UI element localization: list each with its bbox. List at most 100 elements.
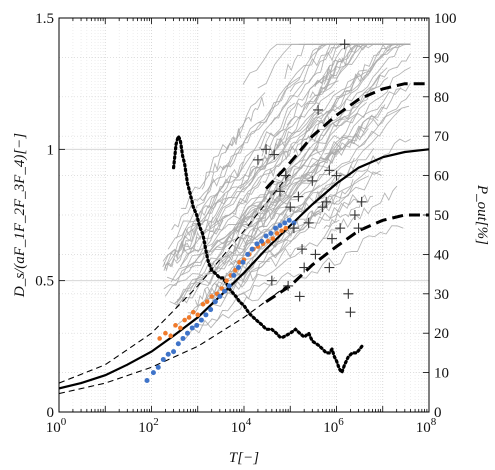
trajectory-line <box>275 105 410 216</box>
orange-point <box>190 309 196 315</box>
blue-point <box>240 259 246 265</box>
orange-point <box>195 312 201 318</box>
trajectory-line <box>270 198 359 259</box>
plus-marker <box>303 217 314 228</box>
series-P_out <box>172 131 365 377</box>
trajectory-line <box>266 75 381 186</box>
y-tick-label-left: 0 <box>47 405 55 421</box>
series-lower-envelope <box>265 213 429 303</box>
plus-marker <box>293 191 304 202</box>
plus-marker <box>299 262 310 273</box>
blue-point <box>273 225 279 231</box>
trajectory-line <box>166 216 214 268</box>
trajectory-line <box>174 217 266 304</box>
trajectory-line <box>300 225 404 279</box>
blue-point <box>245 251 251 257</box>
y-axis-title-right: P_out[%] <box>474 184 490 245</box>
plus-marker <box>343 288 354 299</box>
trajectory-line <box>163 217 224 271</box>
orange-point <box>274 231 280 236</box>
y-tick-label-left: 1 <box>47 142 55 158</box>
blue-point <box>198 317 204 323</box>
blue-point <box>175 341 181 347</box>
y-tick-label-right: 40 <box>434 247 449 263</box>
trajectory-line <box>164 193 226 269</box>
trajectory-line <box>175 241 289 327</box>
y-tick-label-right: 100 <box>434 11 457 27</box>
trajectory-line <box>192 272 300 334</box>
plus-marker <box>252 154 263 165</box>
trajectory-line <box>239 67 388 225</box>
orange-point <box>270 236 276 241</box>
blue-point <box>194 322 200 328</box>
trajectory-line <box>327 93 411 164</box>
blue-point <box>203 312 209 318</box>
y-tick-label-right: 20 <box>434 326 449 342</box>
trajectory-line <box>180 170 288 268</box>
plus-marker <box>335 223 346 234</box>
trajectory-line <box>258 64 331 153</box>
trajectory-line <box>262 114 379 207</box>
trajectory-line <box>194 227 262 281</box>
y-tick-label-right: 50 <box>434 208 449 224</box>
trajectory-line <box>245 147 342 230</box>
orange-point <box>168 333 173 339</box>
trajectory-line <box>166 145 319 281</box>
series-fit-lower-band <box>59 282 291 395</box>
orange-point <box>204 299 210 304</box>
plus-marker <box>280 170 291 181</box>
trajectory-line <box>171 161 231 231</box>
plus-marker <box>317 202 328 213</box>
trajectory-line <box>201 128 242 190</box>
blue-point <box>263 233 269 239</box>
plus-marker <box>294 291 305 302</box>
y-tick-label-right: 60 <box>434 169 449 185</box>
trajectory-line <box>291 165 355 218</box>
plus-marker <box>324 262 335 273</box>
trajectory-line <box>294 87 402 180</box>
blue-point <box>144 377 150 383</box>
trajectory-line <box>213 69 368 224</box>
blue-point <box>212 299 218 305</box>
plus-marker <box>349 210 360 220</box>
orange-point <box>209 294 214 299</box>
trajectory-line <box>252 108 401 230</box>
blue-point <box>150 370 156 376</box>
y-tick-label-left: 0.5 <box>35 274 54 290</box>
trajectory-line <box>194 263 240 308</box>
blue-point <box>254 241 260 247</box>
y-tick-label-left: 1.5 <box>35 11 54 27</box>
y-tick-label-right: 30 <box>434 287 449 303</box>
plus-marker <box>285 202 296 213</box>
plus-marker <box>324 165 335 176</box>
trajectory-line <box>180 92 266 209</box>
orange-point <box>279 228 284 234</box>
blue-point <box>171 349 177 355</box>
x-tick-label: 102 <box>138 416 159 436</box>
orange-point <box>224 278 229 283</box>
plus-marker <box>310 249 321 260</box>
trajectory-line <box>239 126 290 190</box>
blue-point <box>217 293 223 299</box>
x-tick-label: 100 <box>46 416 67 436</box>
x-tick-label: 106 <box>323 416 344 436</box>
series-fit-upper-band <box>59 172 291 384</box>
blue-point <box>155 364 161 370</box>
trajectory-line <box>200 80 339 238</box>
x-axis-title: T[−] <box>229 450 259 466</box>
trajectory-line <box>199 122 262 202</box>
blue-point <box>180 335 186 341</box>
trajectory-line <box>176 111 324 262</box>
trajectory-line <box>180 79 306 245</box>
blue-point <box>282 220 288 226</box>
trajectory-line <box>225 171 382 281</box>
trajectory-line <box>314 138 411 204</box>
plus-marker <box>345 307 356 318</box>
trajectory-line <box>182 109 322 248</box>
trajectory-line <box>181 146 311 276</box>
x-tick-label: 104 <box>231 416 252 436</box>
trajectory-line <box>167 102 295 250</box>
orange-point <box>186 315 192 320</box>
trajectory-line <box>323 194 374 229</box>
